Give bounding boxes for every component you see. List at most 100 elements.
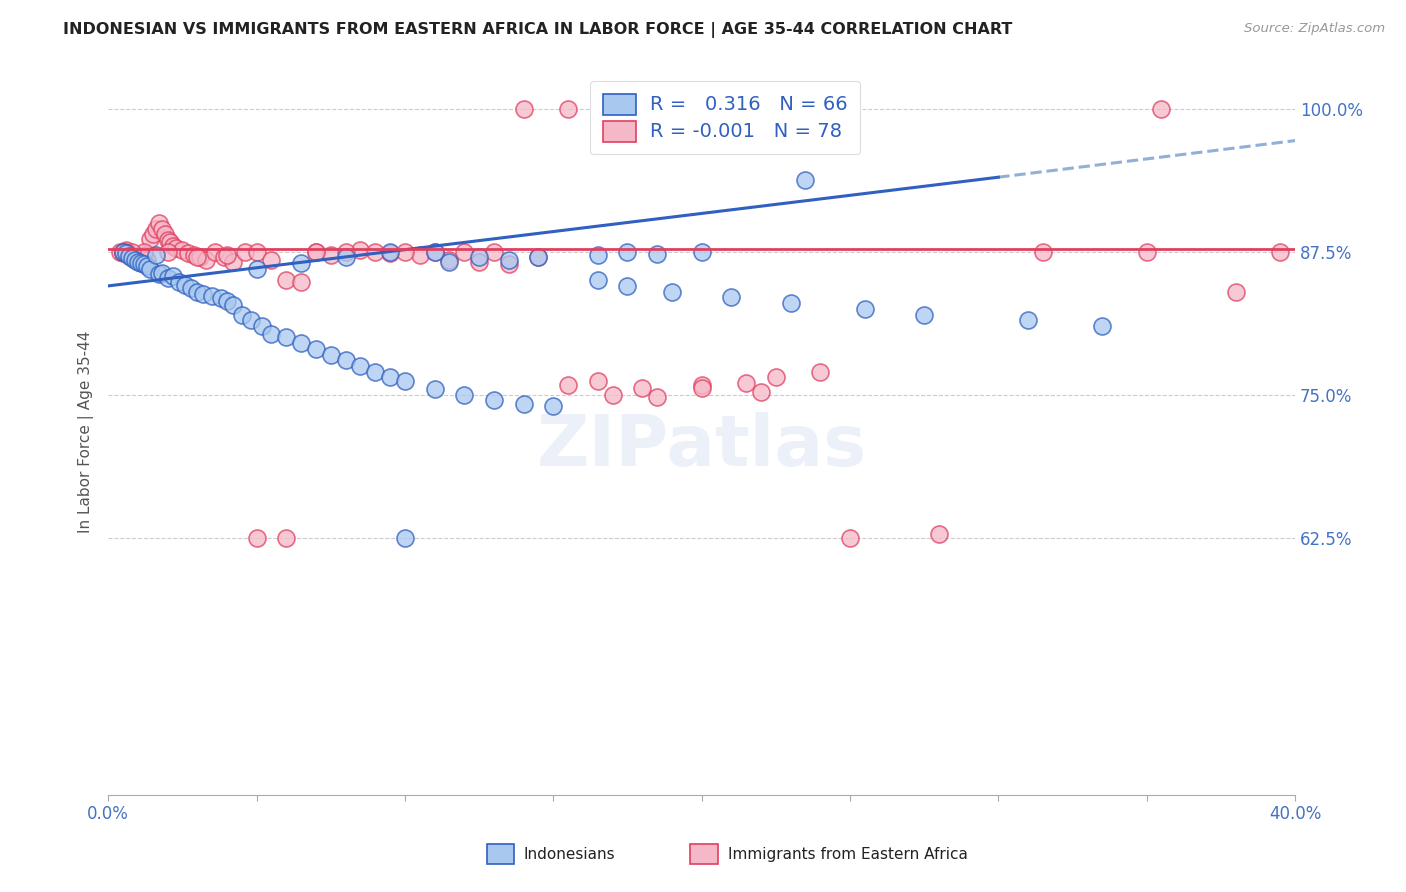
Point xyxy=(135,260,157,274)
Point xyxy=(177,245,200,260)
Point xyxy=(172,244,194,258)
Point xyxy=(290,336,312,351)
Point xyxy=(453,244,475,259)
Point xyxy=(482,244,505,259)
Point xyxy=(121,244,143,259)
Point xyxy=(276,273,298,287)
Point xyxy=(512,102,534,116)
Point xyxy=(132,248,155,262)
Point xyxy=(928,527,950,541)
Point xyxy=(222,298,245,312)
Point xyxy=(159,235,181,250)
Point xyxy=(215,293,238,308)
Point xyxy=(631,381,654,395)
Point xyxy=(138,232,160,246)
Point xyxy=(439,252,461,267)
Point xyxy=(245,531,267,545)
Point xyxy=(156,271,179,285)
Point xyxy=(1032,244,1054,259)
Text: Immigrants from Eastern Africa: Immigrants from Eastern Africa xyxy=(728,847,969,862)
Point xyxy=(690,378,713,392)
Point xyxy=(586,374,609,388)
Point xyxy=(245,261,267,276)
Point xyxy=(779,296,801,310)
Point xyxy=(124,252,146,267)
Point xyxy=(145,248,167,262)
Point xyxy=(150,266,173,280)
Point xyxy=(1270,244,1292,259)
Point xyxy=(690,244,713,259)
Point xyxy=(121,252,143,266)
Point xyxy=(305,244,328,259)
Point xyxy=(616,279,638,293)
Point xyxy=(191,287,214,301)
Point xyxy=(148,216,170,230)
Point xyxy=(209,292,232,306)
Point xyxy=(468,250,491,264)
Point xyxy=(148,268,170,282)
Point xyxy=(512,397,534,411)
Point xyxy=(239,313,262,327)
Point xyxy=(169,276,191,290)
Point xyxy=(468,255,491,269)
Point xyxy=(127,255,149,269)
Point xyxy=(245,244,267,259)
Point xyxy=(212,250,235,264)
Point xyxy=(195,252,218,267)
Point xyxy=(364,365,387,379)
Point xyxy=(439,255,461,269)
Text: INDONESIAN VS IMMIGRANTS FROM EASTERN AFRICA IN LABOR FORCE | AGE 35-44 CORRELAT: INDONESIAN VS IMMIGRANTS FROM EASTERN AF… xyxy=(63,22,1012,38)
Point xyxy=(111,244,134,259)
Point xyxy=(115,245,138,260)
Point xyxy=(115,244,138,258)
Point xyxy=(378,244,401,259)
Point xyxy=(602,387,624,401)
Point xyxy=(394,244,416,259)
Point xyxy=(165,241,187,255)
Point xyxy=(183,248,205,262)
Point xyxy=(132,244,155,259)
Point xyxy=(335,250,357,264)
Point xyxy=(305,244,328,259)
Point xyxy=(222,255,245,269)
Point xyxy=(808,365,831,379)
Point xyxy=(1091,318,1114,333)
Point xyxy=(260,326,283,341)
Point xyxy=(188,250,211,264)
Point xyxy=(204,244,226,259)
Point xyxy=(498,257,520,271)
Point xyxy=(290,256,312,270)
Point xyxy=(394,531,416,545)
Point xyxy=(174,277,197,292)
Point xyxy=(423,382,446,396)
Point xyxy=(127,250,149,264)
Point xyxy=(853,301,876,316)
Point xyxy=(135,252,157,267)
Point xyxy=(150,221,173,235)
Point xyxy=(409,248,432,262)
Point xyxy=(912,308,935,322)
Point xyxy=(162,268,184,283)
Point xyxy=(335,244,357,259)
Point xyxy=(319,347,342,361)
Point xyxy=(335,353,357,368)
Point xyxy=(290,276,312,290)
Point xyxy=(108,244,131,259)
Point xyxy=(378,370,401,384)
Point xyxy=(557,102,579,116)
Point xyxy=(319,248,342,262)
Point xyxy=(349,359,371,373)
Point xyxy=(645,390,668,404)
Point xyxy=(276,330,298,344)
Point xyxy=(394,374,416,388)
Point xyxy=(1136,244,1159,259)
Point xyxy=(735,376,758,391)
Point xyxy=(156,244,179,259)
Point xyxy=(423,244,446,259)
Text: Indonesians: Indonesians xyxy=(523,847,614,862)
Point xyxy=(720,290,742,304)
Point xyxy=(118,249,141,263)
Point xyxy=(423,244,446,259)
Point xyxy=(586,273,609,287)
Point xyxy=(180,281,202,295)
